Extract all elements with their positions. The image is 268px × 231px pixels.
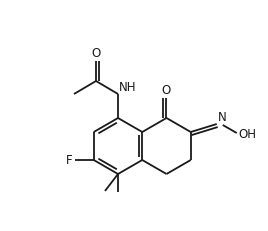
Text: NH: NH <box>119 81 136 94</box>
Text: OH: OH <box>239 128 257 141</box>
Text: O: O <box>162 84 171 97</box>
Text: N: N <box>218 110 226 123</box>
Text: F: F <box>66 154 73 167</box>
Text: O: O <box>91 47 100 60</box>
